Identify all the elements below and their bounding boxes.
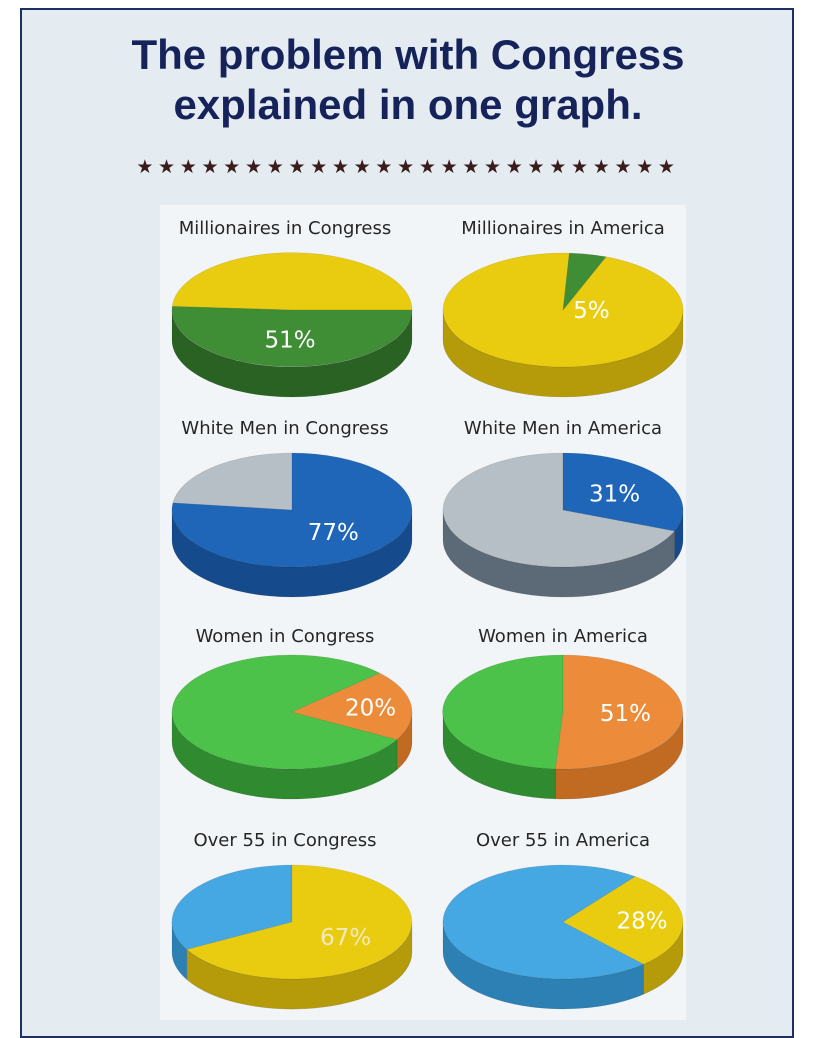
- title-line-2: explained in one graph.: [173, 81, 643, 128]
- pie-label-women-congress: 20%: [345, 695, 396, 721]
- pie-slice-millionaires-america-rest: [442, 252, 684, 368]
- pie-slice-over55-america-highlight: [562, 876, 684, 965]
- pie-slice-white-men-america-rest: [442, 452, 676, 568]
- pie-slice-white-men-congress-rest: [172, 452, 293, 511]
- pie-label-millionaires-congress: 51%: [264, 328, 315, 354]
- chart-title-women-congress: Women in Congress: [195, 626, 375, 647]
- pie-slice-women-america-rest: [442, 654, 564, 770]
- pie-slice-women-congress-highlight: [291, 672, 413, 740]
- pie-label-white-men-congress: 77%: [308, 520, 359, 546]
- pie-label-white-men-america: 31%: [589, 481, 640, 507]
- page-title: The problem with Congress explained in o…: [0, 30, 816, 130]
- pie-slice-white-men-congress-highlight: [171, 452, 413, 568]
- chart-title-over55-america: Over 55 in America: [475, 830, 651, 851]
- chart-title-millionaires-america: Millionaires in America: [461, 218, 665, 239]
- chart-title-millionaires-congress: Millionaires in Congress: [178, 218, 392, 239]
- pie-slice-over55-congress-rest: [171, 864, 293, 950]
- pie-side-white-men-america-rest-0: [442, 509, 675, 598]
- pie-label-millionaires-america: 5%: [573, 298, 610, 324]
- chart-title-white-men-congress: White Men in Congress: [181, 418, 389, 439]
- pie-side-millionaires-congress-highlight-0: [171, 309, 413, 398]
- pie-slice-over55-congress-highlight: [186, 864, 413, 980]
- pie-label-over55-america: 28%: [617, 908, 668, 934]
- pie-slice-white-men-america-highlight: [562, 452, 684, 532]
- pie-slice-millionaires-america-highlight: [562, 252, 607, 311]
- pie-slice-over55-america-rest: [442, 864, 645, 980]
- pie-slice-millionaires-congress-rest: [171, 252, 413, 311]
- star-divider: ★★★★★★★★★★★★★★★★★★★★★★★★★: [136, 156, 680, 178]
- chart-title-over55-congress: Over 55 in Congress: [193, 830, 377, 851]
- pie-side-white-men-congress-highlight-0: [171, 509, 413, 598]
- pie-label-women-america: 51%: [600, 701, 651, 727]
- pie-slice-women-congress-rest: [171, 654, 398, 770]
- title-line-1: The problem with Congress: [131, 31, 685, 78]
- pie-slice-millionaires-congress-highlight: [171, 306, 413, 367]
- chart-title-white-men-america: White Men in America: [463, 418, 663, 439]
- pie-label-over55-congress: 67%: [320, 925, 371, 951]
- pie-slice-women-america-highlight: [555, 654, 683, 770]
- chart-title-women-america: Women in America: [478, 626, 648, 647]
